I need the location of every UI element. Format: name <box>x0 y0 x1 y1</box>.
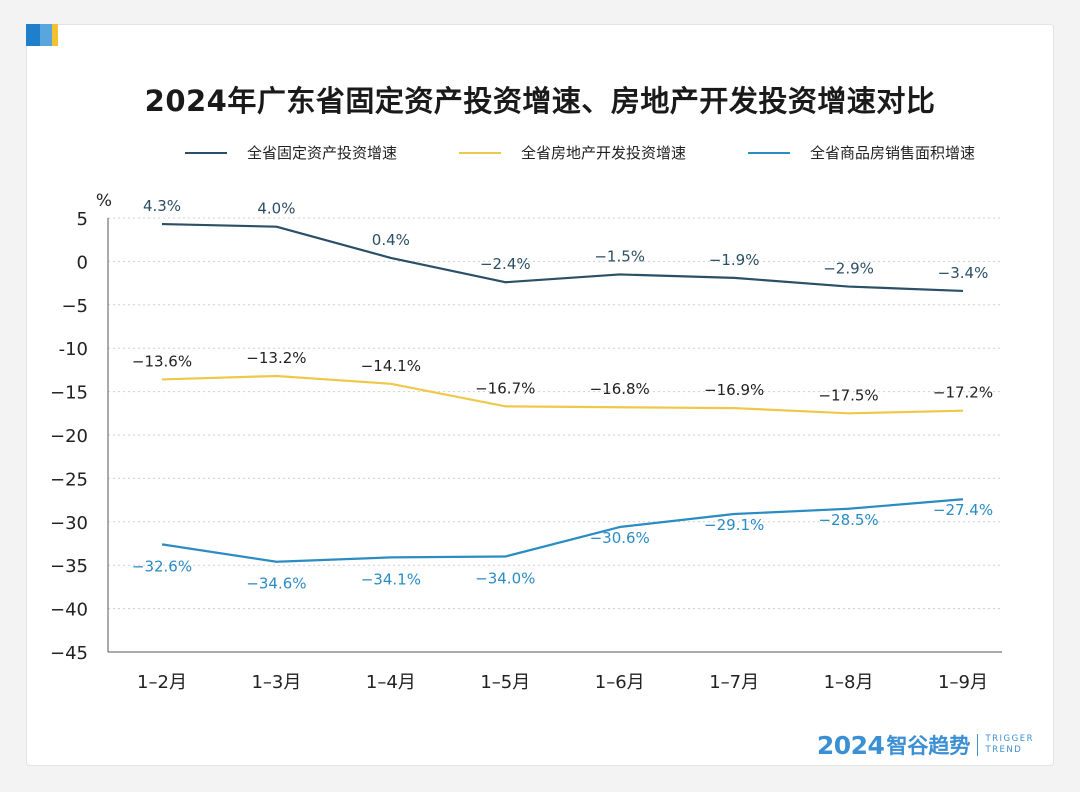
x-tick-label: 1–4月 <box>366 672 416 693</box>
data-label-housing-sales: −32.6% <box>132 557 192 575</box>
footer-separator <box>977 734 979 756</box>
y-tick-label: 0 <box>77 252 88 273</box>
chart-title: 2024年广东省固定资产投资增速、房地产开发投资增速对比 <box>144 84 936 118</box>
data-label-fixed-asset: 0.4% <box>372 231 410 249</box>
legend-swatch-housing-sales <box>748 151 791 154</box>
data-label-real-estate: −13.6% <box>132 352 192 370</box>
y-tick-label: −25 <box>50 469 88 490</box>
x-tick-label: 1–5月 <box>480 672 530 693</box>
data-label-housing-sales: −27.4% <box>933 501 993 519</box>
data-label-real-estate: −17.5% <box>818 386 878 404</box>
y-tick-label: -10 <box>59 339 88 360</box>
data-label-fixed-asset: −2.9% <box>823 260 874 278</box>
series-line-housing-sales <box>161 498 964 563</box>
series-line-real-estate <box>161 374 964 415</box>
x-tick-label: 1–8月 <box>824 672 874 693</box>
data-label-housing-sales: −28.5% <box>818 511 878 529</box>
y-tick-label: −15 <box>50 383 88 404</box>
series-line-fixed-asset <box>161 222 964 293</box>
chart-legend: 全省固定资产投资增速 全省房地产开发投资增速 全省商品房销售面积增速 <box>185 142 1037 163</box>
data-label-fixed-asset: −1.5% <box>594 247 645 265</box>
y-tick-label: −45 <box>50 643 88 664</box>
y-tick-label: −40 <box>50 600 88 621</box>
legend-label-real-estate: 全省房地产开发投资增速 <box>521 144 687 162</box>
legend-item-housing-sales: 全省商品房销售面积增速 <box>748 142 975 163</box>
footer-en-line1: TRIGGER <box>985 734 1034 744</box>
legend-label-fixed-asset: 全省固定资产投资增速 <box>247 144 398 162</box>
data-label-real-estate: −16.9% <box>704 381 764 399</box>
data-label-fixed-asset: 4.0% <box>257 200 295 218</box>
y-tick-label: 5 <box>77 209 88 230</box>
y-axis-unit-label: % <box>96 191 112 211</box>
data-label-housing-sales: −34.0% <box>475 570 535 588</box>
footer-brand-logo: 2024 智谷趋势 TRIGGER TREND <box>817 730 1034 760</box>
data-label-real-estate: −14.1% <box>361 357 421 375</box>
footer-year: 2024 <box>816 730 885 760</box>
y-tick-label: −20 <box>50 426 88 447</box>
data-label-real-estate: −16.8% <box>590 380 650 398</box>
data-label-real-estate: −16.7% <box>475 379 535 397</box>
x-tick-label: 1–7月 <box>709 672 759 693</box>
legend-label-housing-sales: 全省商品房销售面积增速 <box>810 144 976 162</box>
data-label-housing-sales: −34.1% <box>361 570 421 588</box>
legend-swatch-fixed-asset <box>185 151 227 154</box>
footer-en-line2: TREND <box>985 745 1023 755</box>
y-tick-label: −5 <box>61 296 88 317</box>
x-tick-label: 1–9月 <box>938 672 988 693</box>
data-label-real-estate: −17.2% <box>933 384 993 402</box>
data-label-fixed-asset: −3.4% <box>938 264 989 282</box>
legend-item-real-estate: 全省房地产开发投资增速 <box>459 142 686 163</box>
data-label-fixed-asset: −1.9% <box>709 251 760 269</box>
corner-logo-mark <box>26 24 58 46</box>
legend-item-fixed-asset: 全省固定资产投资增速 <box>185 142 397 163</box>
data-label-housing-sales: −29.1% <box>704 516 764 534</box>
x-tick-label: 1–6月 <box>595 672 645 693</box>
chart-card <box>26 24 1054 766</box>
footer-english: TRIGGER TREND <box>985 734 1034 756</box>
data-label-housing-sales: −34.6% <box>246 575 306 593</box>
y-tick-label: −30 <box>50 513 88 534</box>
footer-brand-name: 智谷趋势 <box>886 734 971 758</box>
data-label-housing-sales: −30.6% <box>590 529 650 547</box>
data-label-real-estate: −13.2% <box>246 349 306 367</box>
y-tick-label: −35 <box>50 556 88 577</box>
data-label-fixed-asset: −2.4% <box>480 255 531 273</box>
legend-swatch-real-estate <box>459 151 502 154</box>
x-tick-label: 1–3月 <box>251 672 301 693</box>
x-tick-label: 1–2月 <box>137 672 187 693</box>
data-label-fixed-asset: 4.3% <box>143 197 181 215</box>
